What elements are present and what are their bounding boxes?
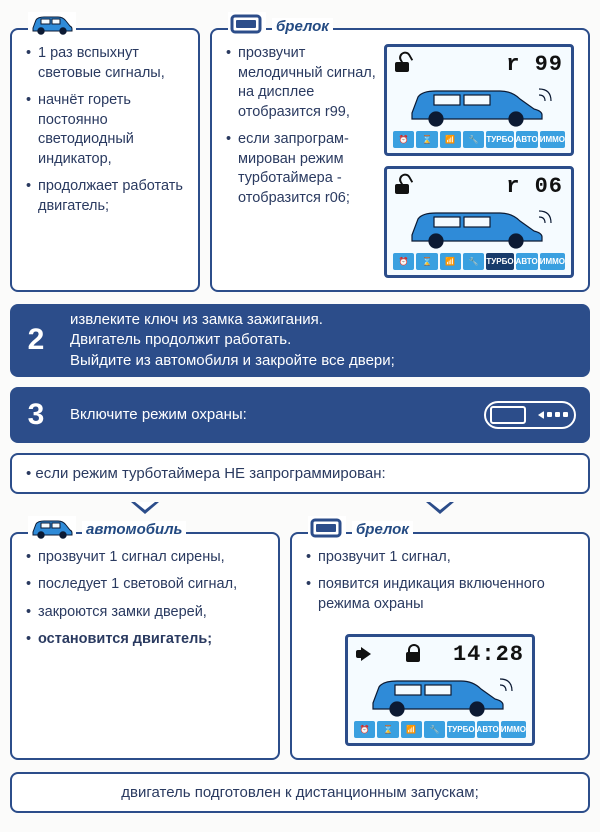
card-car-signals: 1 раз вспыхнут световые сигналы, начнёт … [10, 28, 200, 292]
card-brelok-top: брелок прозвучит мелодичный сигнал, на д… [210, 28, 590, 292]
lcd-screen: r 06 ⏰⌛📶🔧ТУРБОАВТОИММО [384, 166, 574, 278]
lcd-icon-strip: ⏰⌛📶🔧ТУРБОАВТОИММО [391, 253, 567, 271]
step-3: 3 Включите режим охраны: [10, 387, 590, 443]
fob-icon [308, 516, 346, 544]
lock-icon [406, 646, 420, 662]
car-signals-list: 1 раз вспыхнут световые сигналы, начнёт … [26, 44, 184, 217]
step-line: Выйдите из автомобиля и закройте все две… [70, 351, 576, 371]
list-item: остановится двигатель; [26, 630, 264, 650]
step-line: извлеките ключ из замка зажигания. [70, 310, 576, 330]
lcd-chip: АВТО [477, 721, 499, 738]
list-item: прозвучит мелодичный сигнал, на дисплее … [226, 44, 376, 122]
step-text: извлеките ключ из замка зажигания. Двига… [70, 310, 576, 371]
lcd-digits: r 06 [506, 174, 563, 199]
label-text: автомобиль [82, 521, 186, 538]
lcd-icon-strip: ⏰⌛📶🔧ТУРБОАВТОИММО [352, 721, 528, 739]
card-label-car [24, 12, 80, 40]
card-label-brelok: брелок [224, 12, 337, 40]
label-text: брелок [352, 521, 413, 538]
lcd-chip: ⌛ [416, 131, 437, 148]
note-text: если режим турботаймера НЕ запрограммиро… [35, 465, 385, 482]
card-avtomobil: автомобиль прозвучит 1 сигнал сирены,пос… [10, 532, 280, 761]
lcd-digits: r 99 [506, 52, 563, 77]
list-item: 1 раз вспыхнут световые сигналы, [26, 44, 184, 83]
list-item: закроются замки дверей, [26, 603, 264, 623]
lcd-chip: 📶 [440, 253, 461, 270]
lcd-chip: ⏰ [393, 253, 414, 270]
lcd-row3-slot: 14:28 ⏰⌛📶🔧ТУРБОАВТОИММО [345, 634, 535, 746]
fob-icon [228, 12, 266, 40]
list-item: последует 1 световой сигнал, [26, 575, 264, 595]
list-item: прозвучит 1 сигнал, [306, 548, 574, 568]
step-line: Двигатель продолжит работать. [70, 330, 576, 350]
brelok-bottom-list: прозвучит 1 сигнал, появится индикация в… [306, 548, 574, 623]
brelok-list: прозвучит мелодичный сигнал, на дисплее … [226, 44, 376, 209]
lcd-chip: ТУРБО [486, 131, 513, 148]
lcd-chip: ИММО [540, 131, 565, 148]
label-text: брелок [272, 18, 333, 35]
row3: автомобиль прозвучит 1 сигнал сирены,пос… [10, 532, 590, 761]
footer-note: двигатель подготовлен к дистанционным за… [10, 772, 590, 813]
lcd-chip: 🔧 [424, 721, 445, 738]
lcd-chip: 📶 [440, 131, 461, 148]
arrows [10, 502, 590, 514]
lcd-chip: 🔧 [463, 253, 484, 270]
lcd-stack: r 99 ⏰⌛📶🔧ТУРБОАВТОИММО r 06 [384, 44, 574, 278]
arrow-down-icon [131, 502, 159, 514]
arrow-down-icon [426, 502, 454, 514]
car-icon [28, 516, 76, 544]
lock-icon [395, 56, 409, 72]
horn-icon [356, 647, 374, 661]
condition-note: • если режим турботаймера НЕ запрограмми… [10, 453, 590, 494]
lcd-digits: 14:28 [453, 642, 524, 667]
step-2: 2 извлеките ключ из замка зажигания. Дви… [10, 304, 590, 377]
step-number: 2 [16, 323, 56, 357]
lcd-chip: 📶 [401, 721, 422, 738]
lcd-chip: ИММО [540, 253, 565, 270]
list-item: продолжает работать двигатель; [26, 177, 184, 216]
lcd-chip: ⌛ [377, 721, 398, 738]
row1: 1 раз вспыхнут световые сигналы, начнёт … [10, 28, 590, 292]
lcd-icon-strip: ⏰⌛📶🔧ТУРБОАВТОИММО [391, 131, 567, 149]
remote-icon [484, 401, 576, 429]
card-brelok-bottom: брелок прозвучит 1 сигнал, появится инди… [290, 532, 590, 761]
lcd-chip: ТУРБО [447, 721, 474, 738]
avtomobil-list: прозвучит 1 сигнал сирены, последует 1 св… [26, 548, 264, 650]
list-item: начнёт гореть постоянно светодиодный инд… [26, 91, 184, 169]
lcd-chip: АВТО [516, 253, 538, 270]
lcd-chip: ⌛ [416, 253, 437, 270]
lock-icon [395, 178, 409, 194]
lcd-chip: ⏰ [393, 131, 414, 148]
lcd-chip: АВТО [516, 131, 538, 148]
lcd-chip: ТУРБО [486, 253, 513, 270]
lcd-screen: r 99 ⏰⌛📶🔧ТУРБОАВТОИММО [384, 44, 574, 156]
list-item: если запрограм-мирован режим турботаймер… [226, 130, 376, 208]
card-label-avtomobil: автомобиль [24, 516, 190, 544]
lcd-chip: ИММО [501, 721, 526, 738]
car-icon [28, 12, 76, 40]
lcd-chip: 🔧 [463, 131, 484, 148]
lcd-screen: 14:28 ⏰⌛📶🔧ТУРБОАВТОИММО [345, 634, 535, 746]
list-item: появится индикация включенного режима ох… [306, 575, 574, 614]
list-item: прозвучит 1 сигнал сирены, [26, 548, 264, 568]
lcd-chip: ⏰ [354, 721, 375, 738]
step-text: Включите режим охраны: [70, 405, 470, 425]
step-number: 3 [16, 398, 56, 432]
card-label-brelok: брелок [304, 516, 417, 544]
